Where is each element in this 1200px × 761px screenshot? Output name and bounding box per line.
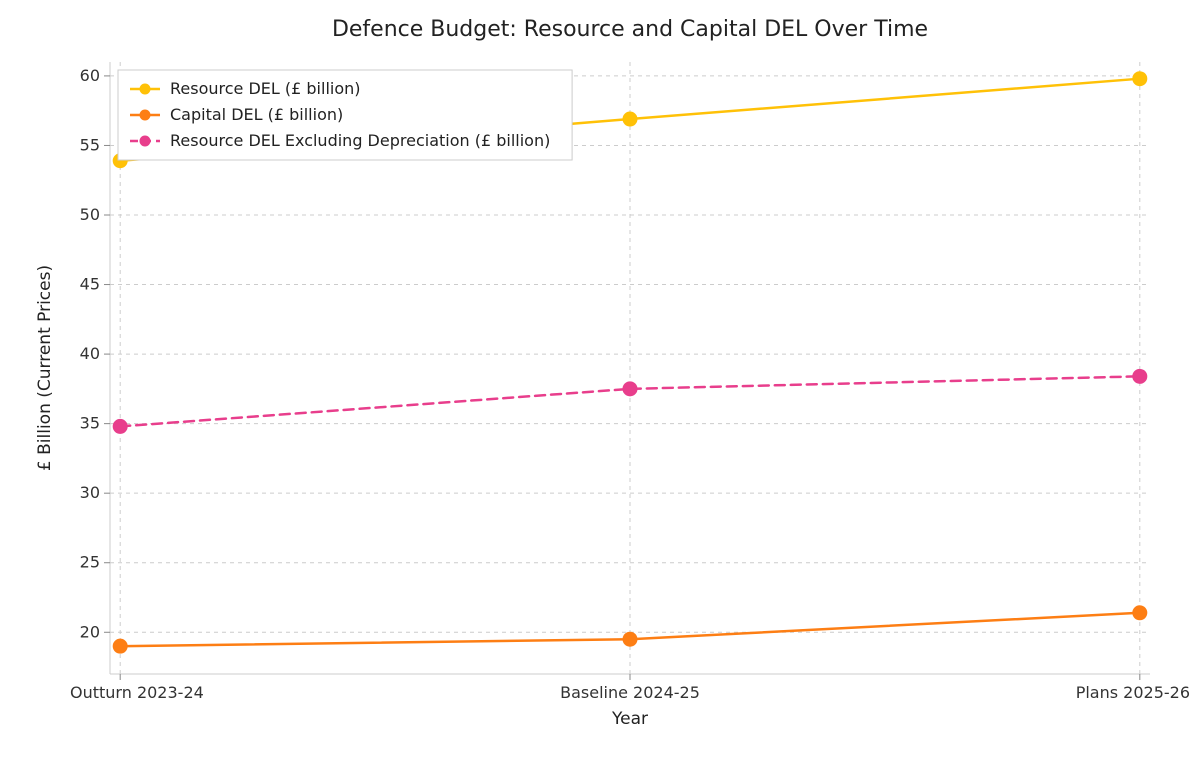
- legend-label-0: Resource DEL (£ billion): [170, 79, 361, 98]
- series-marker-0-1: [623, 112, 637, 126]
- legend-label-1: Capital DEL (£ billion): [170, 105, 343, 124]
- x-tick-label: Baseline 2024-25: [560, 683, 700, 702]
- legend-swatch-marker-2: [140, 136, 151, 147]
- series-marker-1-1: [623, 632, 637, 646]
- y-tick-label: 35: [80, 414, 100, 433]
- y-tick-label: 20: [80, 622, 100, 641]
- series-marker-1-2: [1133, 606, 1147, 620]
- defence-budget-line-chart: 20 25 30 35 40 45 50 55 60 Outturn 2023-24 Baselin…: [0, 0, 1200, 761]
- series-marker-1-0: [113, 639, 127, 653]
- y-tick-label: 25: [80, 553, 100, 572]
- legend-swatch-marker-1: [140, 110, 151, 121]
- chart-container: 20 25 30 35 40 45 50 55 60 Outturn 2023-24 Baselin…: [0, 0, 1200, 761]
- y-tick-label: 55: [80, 135, 100, 154]
- y-axis-label: £ Billion (Current Prices): [35, 265, 55, 471]
- legend: Resource DEL (£ billion) Capital DEL (£ b…: [118, 70, 572, 160]
- legend-label-2: Resource DEL Excluding Depreciation (£ b…: [170, 131, 550, 150]
- y-tick-label: 45: [80, 275, 100, 294]
- series-marker-2-2: [1133, 369, 1147, 383]
- x-tick-label: Plans 2025-26: [1076, 683, 1190, 702]
- y-tick-label: 60: [80, 66, 100, 85]
- y-tick-label: 40: [80, 344, 100, 363]
- x-tick-label: Outturn 2023-24: [70, 683, 204, 702]
- series-marker-2-0: [113, 419, 127, 433]
- y-tick-label: 30: [80, 483, 100, 502]
- series-marker-2-1: [623, 382, 637, 396]
- chart-title: Defence Budget: Resource and Capital DEL…: [332, 17, 928, 42]
- x-axis-label: Year: [611, 709, 648, 729]
- legend-swatch-marker-0: [140, 84, 151, 95]
- y-tick-label: 50: [80, 205, 100, 224]
- series-marker-0-2: [1133, 72, 1147, 86]
